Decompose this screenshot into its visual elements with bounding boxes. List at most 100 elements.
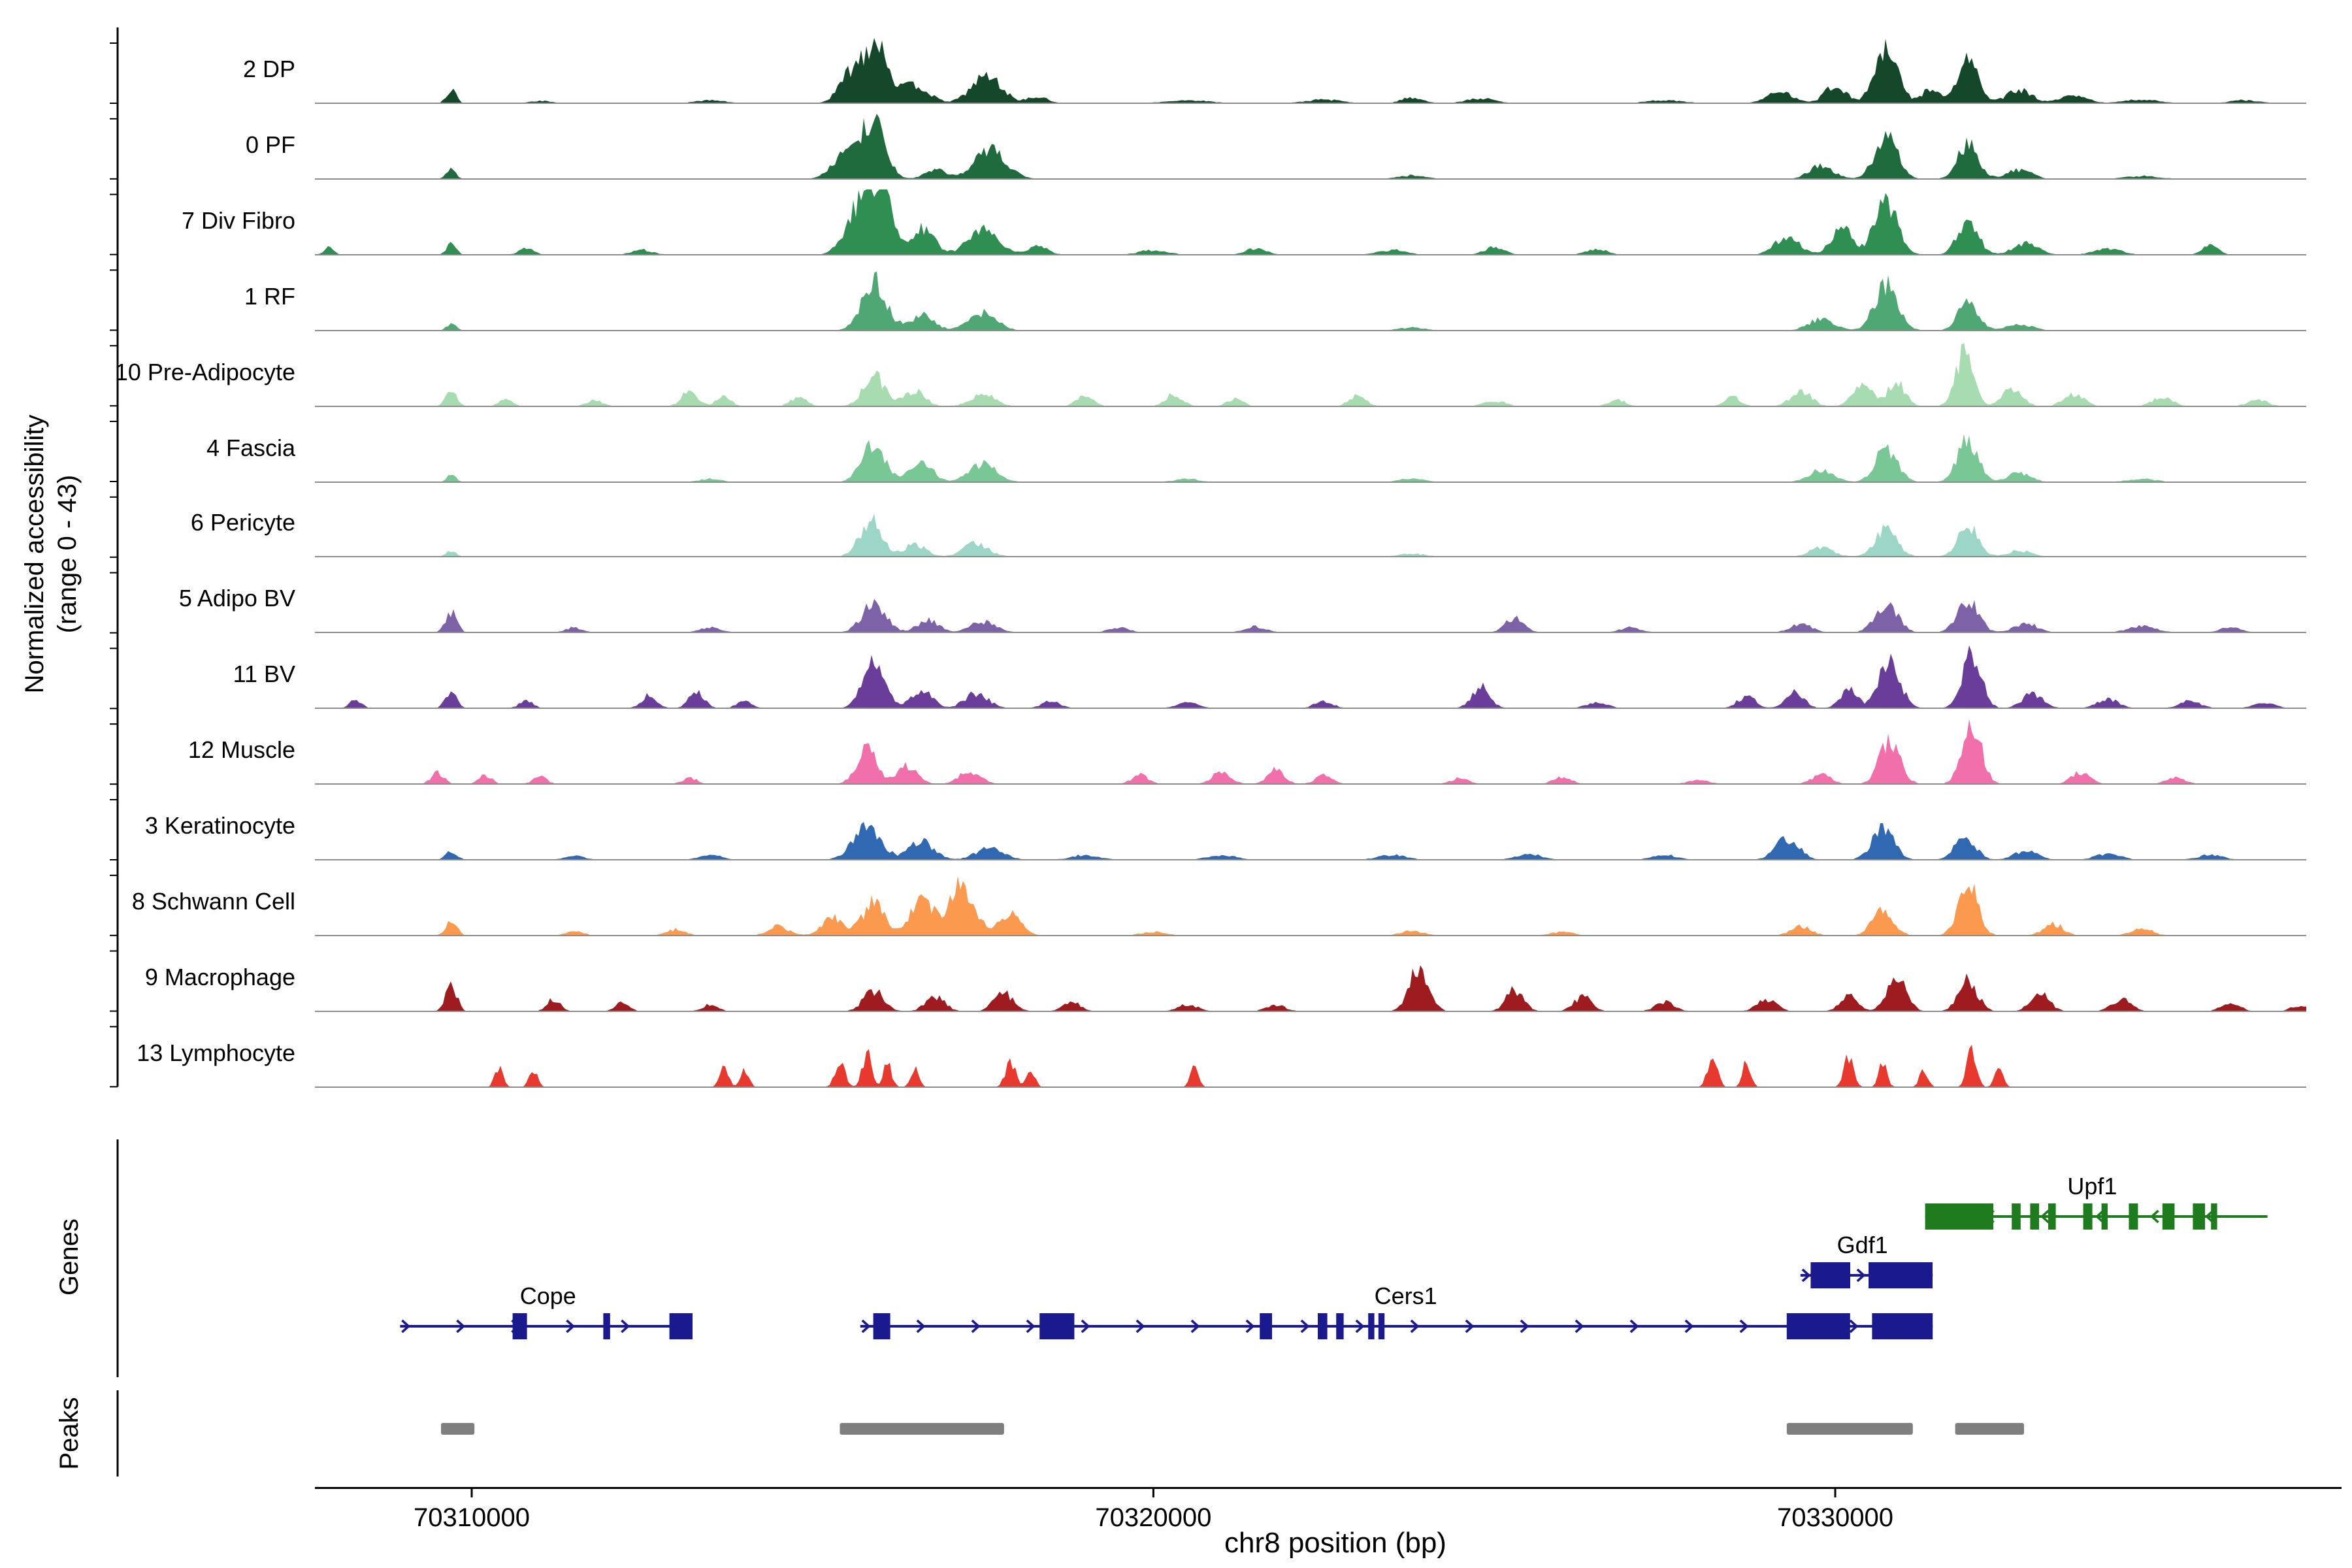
strand-arrow-right-icon <box>1801 1268 1811 1282</box>
gene-exon <box>1378 1313 1385 1339</box>
gene-exon <box>1872 1313 1933 1339</box>
strand-arrow-right-icon <box>621 1319 630 1333</box>
track-label: 7 Div Fibro <box>181 207 295 234</box>
track-label: 5 Adipo BV <box>178 585 295 612</box>
signal-area <box>315 645 2306 709</box>
x-axis-tick-label: 70320000 <box>1095 1503 1211 1532</box>
gene-exon <box>2211 1203 2217 1230</box>
gene-exon <box>2162 1203 2175 1230</box>
strand-arrow-right-icon <box>1629 1319 1639 1333</box>
track-signal <box>315 599 2306 634</box>
gene-exon <box>1336 1313 1344 1339</box>
strand-arrow-left-icon <box>2149 1209 2159 1224</box>
strand-arrow-left-icon <box>2040 1209 2050 1224</box>
track-label: 11 BV <box>233 661 295 688</box>
strand-arrow-right-icon <box>1300 1319 1310 1333</box>
gene-name-label: Gdf1 <box>1837 1232 1888 1258</box>
gene-exon <box>873 1313 890 1339</box>
strand-arrow-right-icon <box>401 1319 411 1333</box>
gene-name-label: Upf1 <box>2067 1173 2117 1200</box>
x-axis-title: chr8 position (bp) <box>1224 1526 1446 1559</box>
strand-arrow-right-icon <box>1245 1319 1255 1333</box>
gene-exon <box>1786 1313 1850 1339</box>
gene-exon <box>1318 1313 1328 1339</box>
track-label: 12 Muscle <box>188 737 295 764</box>
signal-area <box>315 719 2306 785</box>
track-signal <box>315 342 2306 407</box>
gene-exon <box>512 1313 527 1339</box>
track-signal <box>315 875 2306 936</box>
gene-exon <box>669 1313 693 1339</box>
gene-exon <box>2101 1203 2108 1230</box>
strand-arrow-right-icon <box>1465 1319 1475 1333</box>
signal-area <box>315 38 2306 103</box>
signal-area <box>315 964 2306 1011</box>
signal-area <box>315 875 2306 936</box>
strand-arrow-right-icon <box>456 1319 466 1333</box>
signal-area <box>315 433 2306 482</box>
track-signal <box>315 964 2306 1012</box>
gene-exon <box>1810 1262 1850 1288</box>
track-signal <box>315 514 2306 558</box>
strand-arrow-right-icon <box>1026 1319 1036 1333</box>
track-label: 2 DP <box>242 56 295 82</box>
track-signal <box>315 822 2306 860</box>
signal-area <box>315 514 2306 557</box>
gene-exon <box>1869 1262 1933 1288</box>
track-label: 13 Lymphocyte <box>137 1039 295 1066</box>
strand-arrow-right-icon <box>1135 1319 1145 1333</box>
gene-exon <box>1368 1313 1375 1339</box>
strand-arrow-right-icon <box>971 1319 981 1333</box>
x-axis: 70310000 70320000 70330000 <box>315 1487 2342 1532</box>
strand-arrow-right-icon <box>1575 1319 1584 1333</box>
track-label: 3 Keratinocyte <box>144 813 295 839</box>
peak-region <box>1786 1423 1913 1435</box>
genes-panel: Cope Cers1 Gdf1 Upf1 <box>400 1173 2268 1339</box>
signal-area <box>315 342 2306 406</box>
track-signal <box>315 719 2306 785</box>
strand-arrow-right-icon <box>1190 1319 1200 1333</box>
peak-region <box>1955 1423 2024 1435</box>
strand-arrow-right-icon <box>566 1319 576 1333</box>
track-label: 0 PF <box>245 131 295 158</box>
strand-arrow-right-icon <box>1856 1268 1866 1282</box>
peaks-panel <box>441 1423 2024 1435</box>
signal-area <box>315 599 2306 633</box>
track-label: 4 Fascia <box>206 434 295 461</box>
track-label: 9 Macrophage <box>144 964 295 990</box>
gene-name-label: Cers1 <box>1375 1282 1437 1309</box>
signal-area <box>315 1044 2306 1087</box>
strand-arrow-left-icon <box>2095 1209 2104 1224</box>
track-signal <box>315 113 2306 180</box>
gene-exon <box>2030 1203 2039 1230</box>
signal-area <box>315 270 2306 331</box>
track-signal <box>315 189 2306 255</box>
track-signal <box>315 1044 2306 1088</box>
strand-arrow-right-icon <box>1684 1319 1694 1333</box>
gene-exon <box>2193 1203 2205 1230</box>
signal-area <box>315 113 2306 179</box>
gene-exon <box>2048 1203 2056 1230</box>
strand-arrow-right-icon <box>1081 1319 1090 1333</box>
gene-exon <box>603 1313 610 1339</box>
gene-exon <box>1260 1313 1272 1339</box>
x-axis-tick-label: 70310000 <box>414 1503 530 1532</box>
track-label: 1 RF <box>244 283 295 310</box>
gene-exon <box>2012 1203 2021 1230</box>
strand-arrow-right-icon <box>916 1319 926 1333</box>
x-axis-tick-label: 70330000 <box>1777 1503 1893 1532</box>
peak-region <box>840 1423 1004 1435</box>
gene-exon <box>1039 1313 1075 1339</box>
strand-arrow-right-icon <box>1849 1319 1859 1333</box>
gene-name-label: Cope <box>520 1282 576 1309</box>
strand-arrow-right-icon <box>1739 1319 1749 1333</box>
strand-arrow-right-icon <box>861 1319 871 1333</box>
gene-exon <box>1925 1203 1993 1230</box>
left-axis-brackets <box>110 27 119 1477</box>
strand-arrow-right-icon <box>1410 1319 1420 1333</box>
signal-area <box>315 822 2306 860</box>
track-signal <box>315 38 2306 104</box>
track-label: 10 Pre-Adipocyte <box>114 359 295 385</box>
track-signal <box>315 433 2306 482</box>
